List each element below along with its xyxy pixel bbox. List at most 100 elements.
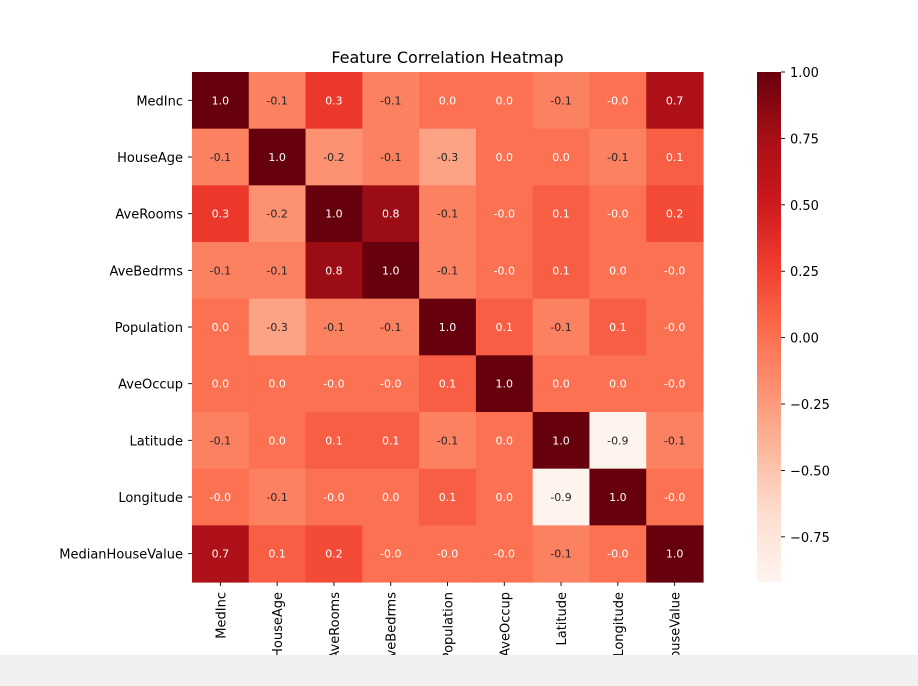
y-tick-label: AveRooms (115, 208, 183, 223)
cell-annotation: -0.1 (323, 321, 344, 334)
cell-annotation: 0.3 (212, 208, 230, 221)
heatmap-figure: Feature Correlation Heatmap 1.0 -0.1 0.3 -0… (59, 48, 830, 655)
cell-annotation: -0.9 (607, 434, 628, 447)
heatmap-cell (192, 128, 250, 186)
x-tick-label: AveBedrms (385, 592, 400, 655)
cell-annotation: 0.0 (212, 378, 230, 391)
cell-annotation: 0.0 (552, 378, 570, 391)
cell-annotation: 1.0 (496, 378, 514, 391)
heatmap-cell (192, 185, 250, 243)
heatmap-cell (589, 298, 647, 356)
heatmap-cell (419, 468, 477, 526)
heatmap-cell (475, 525, 534, 583)
x-axis: MedInc HouseAge AveRooms AveBedrms Populatio… (214, 582, 684, 655)
heatmap-cell (248, 242, 307, 300)
cell-annotations: 1.0 -0.1 0.3 -0.1 0.0 0.0 -0.1 -0.0 0.7 -0.1 1.0 -0… (210, 94, 686, 560)
colorbar-tick-label: −0.25 (790, 398, 830, 413)
cell-annotation: -0.0 (607, 94, 628, 107)
cell-annotation: 0.8 (325, 264, 343, 277)
heatmap-cell (248, 185, 307, 243)
heatmap-cell (532, 298, 591, 356)
cell-annotation: -0.1 (380, 151, 401, 164)
y-tick-label: Latitude (129, 434, 183, 449)
heatmap-cell (305, 185, 363, 243)
heatmap-cell (192, 412, 250, 470)
heatmap-cell (589, 525, 647, 583)
heatmap-cell (646, 468, 704, 526)
heatmap-cell (589, 242, 647, 300)
heatmap-cell (305, 355, 363, 413)
x-tick-label: Latitude (555, 592, 570, 646)
heatmap-cell (305, 468, 363, 526)
cell-annotation: -0.1 (380, 321, 401, 334)
heatmap-cell (362, 72, 420, 130)
heatmap-cell (475, 242, 534, 300)
heatmap-cell (419, 185, 477, 243)
heatmap-cell (646, 128, 704, 186)
cell-annotation: 1.0 (439, 321, 457, 334)
heatmap-cell (419, 128, 477, 186)
heatmap-cell (248, 72, 307, 130)
heatmap-cells (192, 72, 704, 583)
heatmap-cell (305, 298, 363, 356)
cell-annotation: -0.0 (437, 548, 458, 561)
heatmap-cell (532, 185, 591, 243)
heatmap-cell (532, 468, 591, 526)
heatmap-cell (532, 412, 591, 470)
heatmap-cell (192, 72, 250, 130)
heatmap-cell (419, 298, 477, 356)
heatmap-cell (475, 412, 534, 470)
cell-annotation: -0.1 (266, 264, 287, 277)
cell-annotation: 0.0 (496, 491, 514, 504)
colorbar-tick-label: 1.00 (790, 66, 819, 81)
heatmap-cell (475, 355, 534, 413)
heatmap-cell (248, 355, 307, 413)
cell-annotation: -0.0 (607, 548, 628, 561)
heatmap-cell (248, 468, 307, 526)
heatmap-cell (362, 185, 420, 243)
cell-annotation: 0.1 (552, 264, 570, 277)
heatmap-cell (589, 185, 647, 243)
y-tick-label: Population (115, 321, 183, 336)
heatmap-cell (419, 412, 477, 470)
cell-annotation: -0.1 (266, 491, 287, 504)
cell-annotation: 1.0 (212, 94, 230, 107)
x-tick-label: Population (442, 592, 457, 655)
chart-title: Feature Correlation Heatmap (331, 48, 563, 67)
y-tick-label: AveBedrms (109, 264, 183, 279)
cell-annotation: 1.0 (268, 151, 286, 164)
heatmap-cell (532, 128, 591, 186)
heatmap-cell (248, 525, 307, 583)
cell-annotation: -0.0 (664, 491, 685, 504)
heatmap-cell (646, 412, 704, 470)
cell-annotation: 0.0 (609, 378, 627, 391)
heatmap-cell (646, 355, 704, 413)
heatmap-cell (192, 355, 250, 413)
cell-annotation: 0.0 (212, 321, 230, 334)
heatmap-cell (362, 128, 420, 186)
cell-annotation: 0.0 (609, 264, 627, 277)
heatmap-cell (362, 525, 420, 583)
heatmap-cell (475, 128, 534, 186)
cell-annotation: -0.0 (494, 264, 515, 277)
y-tick-label: HouseAge (117, 151, 183, 166)
x-tick-label: AveRooms (328, 592, 343, 655)
heatmap-cell (305, 412, 363, 470)
x-tick-label: AveOccup (498, 592, 513, 655)
cell-annotation: -0.0 (380, 548, 401, 561)
heatmap-cell (362, 298, 420, 356)
heatmap-cell (362, 412, 420, 470)
heatmap-cell (305, 72, 363, 130)
cell-annotation: -0.2 (323, 151, 344, 164)
correlation-heatmap: Feature Correlation Heatmap 1.0 -0.1 0.3 -0… (59, 48, 830, 655)
cell-annotation: -0.3 (266, 321, 287, 334)
colorbar-tick-label: −0.50 (790, 464, 830, 479)
y-tick-label: Longitude (118, 491, 183, 506)
cell-annotation: 0.1 (325, 434, 343, 447)
cell-annotation: -0.1 (380, 94, 401, 107)
heatmap-cell (475, 185, 534, 243)
cell-annotation: 0.1 (609, 321, 627, 334)
cell-annotation: 0.1 (439, 378, 457, 391)
heatmap-cell (475, 72, 534, 130)
cell-annotation: 0.0 (552, 151, 570, 164)
